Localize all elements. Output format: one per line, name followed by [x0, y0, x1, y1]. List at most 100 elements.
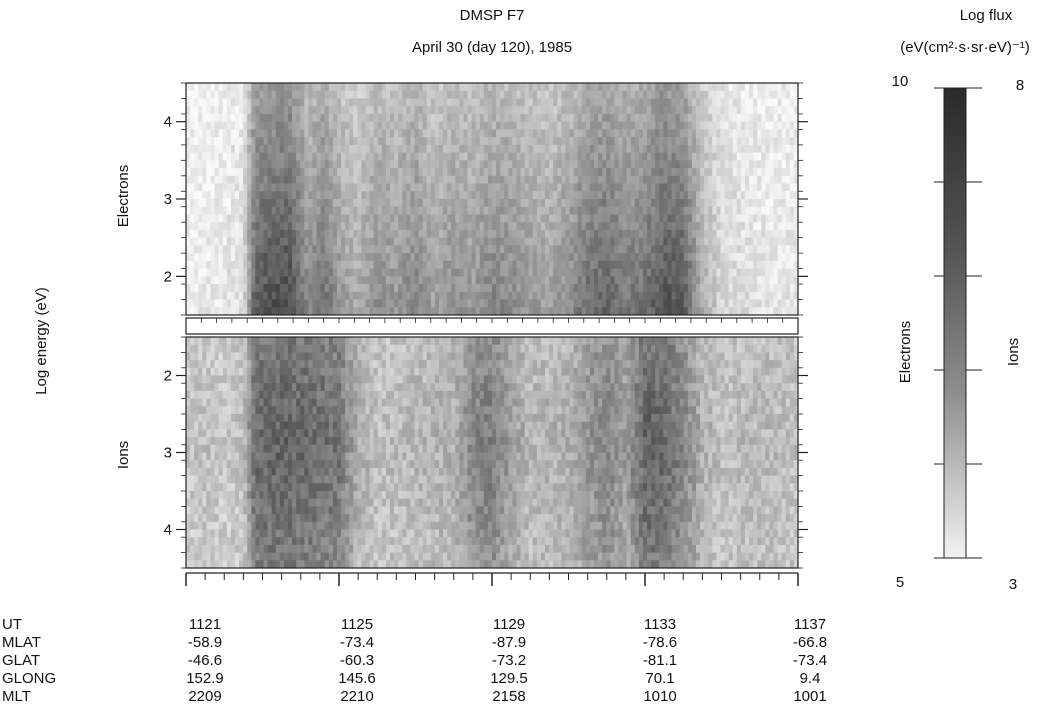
heatmap-cell: [622, 284, 628, 293]
heatmap-cell: [230, 229, 236, 239]
heatmap-cell: [626, 268, 632, 277]
heatmap-cell: [667, 152, 672, 161]
heatmap-cell: [259, 83, 264, 92]
heatmap-cell: [785, 199, 791, 208]
heatmap-cell: [198, 160, 203, 169]
heatmap-cell: [202, 552, 207, 561]
heatmap-cell: [691, 183, 697, 192]
heatmap-cell: [520, 214, 526, 223]
heatmap-cell: [259, 144, 264, 153]
heatmap-cell: [585, 276, 591, 285]
heatmap-cell: [296, 121, 301, 130]
heatmap-cell: [602, 168, 607, 177]
heatmap-cell: [634, 245, 640, 254]
heatmap-cell: [300, 206, 305, 215]
heatmap-cell: [202, 160, 207, 169]
heatmap-cell: [736, 152, 742, 161]
heatmap-cell: [536, 222, 542, 231]
heatmap-cell: [251, 299, 256, 308]
heatmap-cell: [222, 552, 228, 561]
heatmap-cell: [214, 268, 220, 277]
heatmap-cell: [263, 237, 268, 246]
heatmap-cell: [765, 307, 770, 316]
heatmap-cell: [540, 144, 546, 153]
heatmap-cell: [504, 268, 509, 277]
heatmap-cell: [667, 90, 672, 99]
heatmap-cell: [210, 560, 215, 569]
heatmap-cell: [263, 229, 268, 239]
heatmap-cell: [239, 168, 244, 177]
heatmap-cell: [365, 160, 370, 169]
heatmap-cell: [218, 437, 224, 446]
heatmap-cell: [218, 467, 224, 476]
heatmap-cell: [512, 253, 517, 262]
heatmap-cell: [638, 144, 644, 153]
heatmap-cell: [467, 229, 472, 239]
heatmap-cell: [357, 299, 362, 308]
heatmap-cell: [283, 90, 289, 99]
heatmap-cell: [283, 137, 289, 146]
heatmap-cell: [777, 276, 783, 285]
heatmap-cell: [520, 121, 526, 130]
heatmap-cell: [732, 307, 738, 316]
heatmap-cell: [426, 168, 432, 177]
heatmap-cell: [214, 152, 220, 161]
heatmap-cell: [504, 253, 509, 262]
heatmap-cell: [263, 129, 268, 138]
heatmap-cell: [300, 276, 305, 285]
heatmap-cell: [288, 160, 293, 169]
heatmap-cell: [606, 160, 611, 169]
heatmap-cell: [304, 129, 309, 138]
heatmap-cell: [341, 206, 346, 215]
heatmap-cell: [239, 337, 244, 346]
heatmap-cell: [704, 98, 709, 107]
heatmap-cell: [406, 260, 411, 269]
heatmap-cell: [671, 121, 676, 130]
heatmap-cell: [198, 544, 203, 553]
heatmap-cell: [785, 214, 791, 223]
heatmap-cell: [594, 113, 599, 123]
heatmap-cell: [642, 168, 648, 177]
heatmap-cell: [777, 175, 783, 184]
heatmap-cell: [190, 160, 195, 169]
heatmap-cell: [757, 106, 762, 115]
heatmap-cell: [243, 537, 248, 546]
heatmap-cell: [341, 121, 346, 130]
heatmap-cell: [504, 129, 509, 138]
heatmap-cell: [744, 168, 750, 177]
heatmap-cell: [728, 284, 734, 293]
heatmap-cell: [761, 144, 766, 153]
heatmap-cell: [247, 191, 252, 200]
heatmap-cell: [353, 222, 358, 231]
heatmap-cell: [528, 284, 534, 293]
heatmap-cell: [251, 137, 256, 146]
heatmap-cell: [455, 206, 460, 215]
heatmap-cell: [724, 307, 730, 316]
heatmap-cell: [683, 113, 689, 123]
heatmap-cell: [194, 491, 199, 500]
heatmap-cell: [438, 83, 444, 92]
heatmap-cell: [634, 206, 640, 215]
heatmap-cell: [642, 284, 648, 293]
heatmap-cell: [492, 268, 497, 277]
heatmap-cell: [524, 260, 530, 269]
heatmap-cell: [357, 191, 362, 200]
heatmap-cell: [740, 168, 746, 177]
heatmap-cell: [251, 106, 256, 115]
heatmap-cell: [757, 253, 762, 262]
heatmap-cell: [300, 284, 305, 293]
heatmap-cell: [222, 514, 228, 523]
heatmap-cell: [744, 106, 750, 115]
panel-label-electrons: Electrons: [115, 165, 132, 228]
heatmap-cell: [186, 284, 191, 293]
heatmap-cell: [508, 245, 513, 254]
heatmap-cell: [581, 307, 587, 316]
heatmap-cell: [704, 229, 709, 239]
heatmap-cell: [585, 191, 591, 200]
heatmap-cell: [508, 206, 513, 215]
heatmap-cell: [451, 291, 456, 300]
heatmap-cell: [610, 152, 615, 161]
heatmap-cell: [279, 129, 285, 138]
heatmap-cell: [504, 137, 509, 146]
heatmap-cell: [288, 222, 293, 231]
